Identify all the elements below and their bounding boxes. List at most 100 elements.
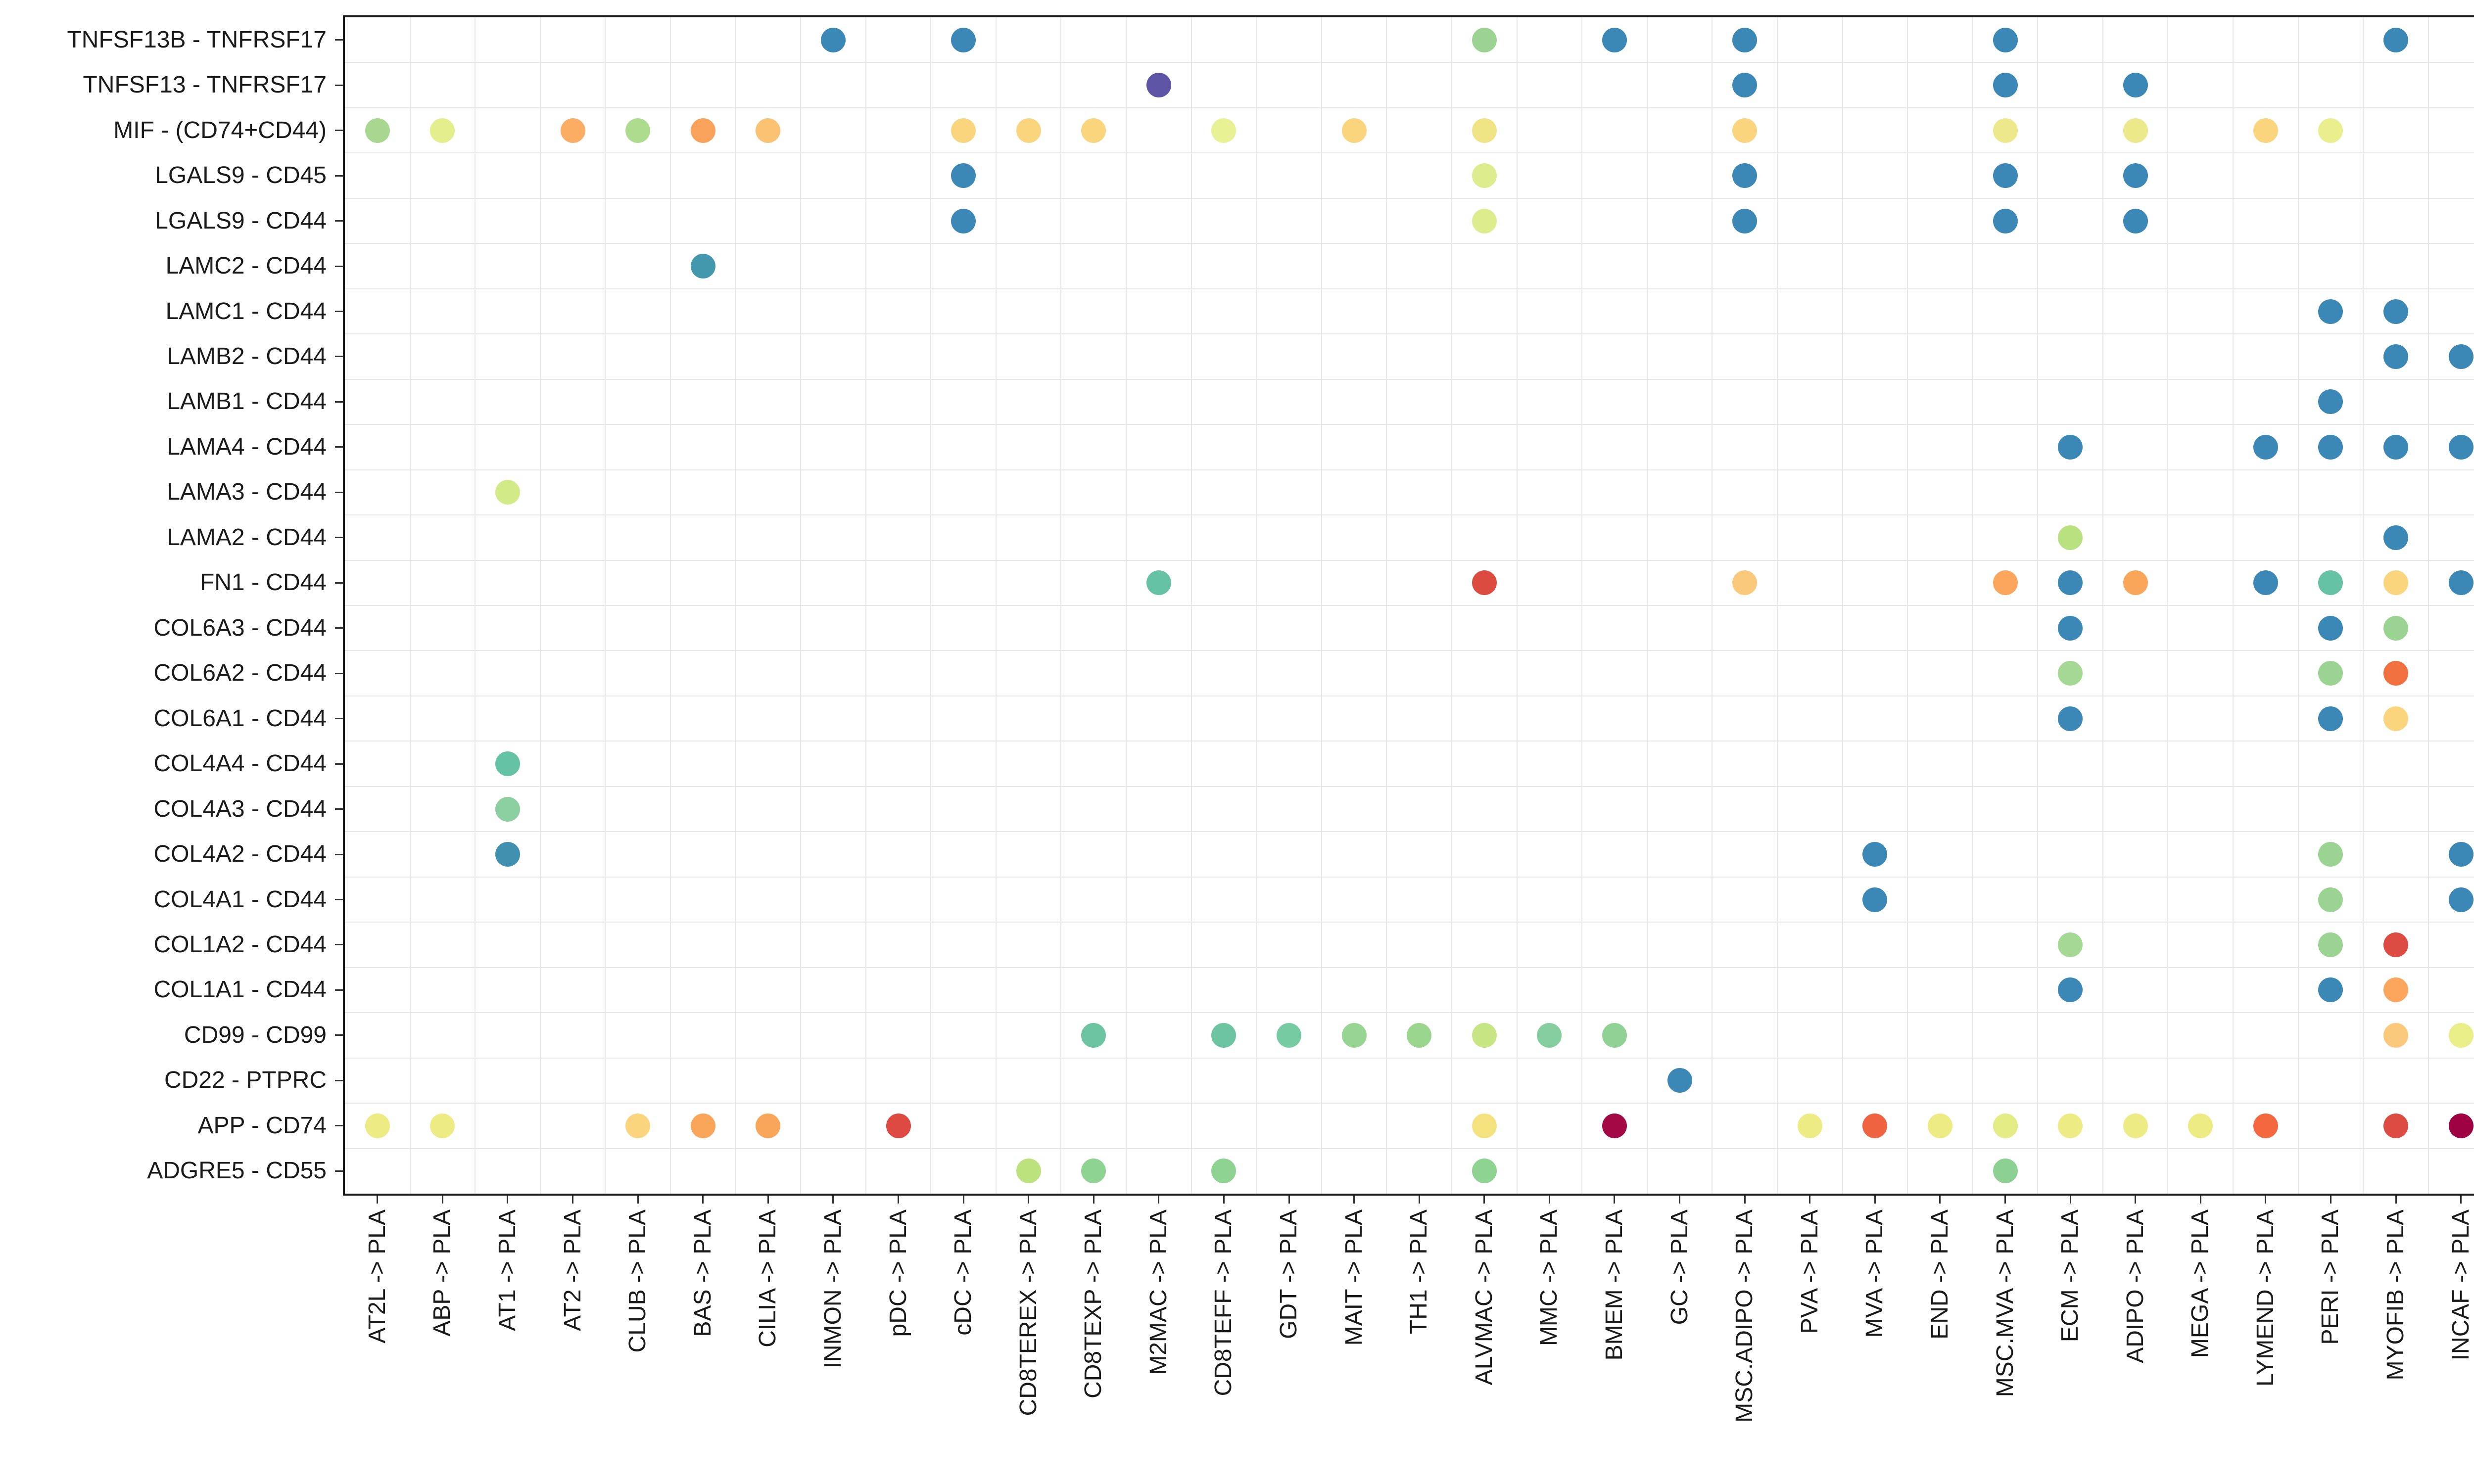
x-tick xyxy=(1744,1196,1746,1204)
data-point xyxy=(2448,434,2474,460)
data-point xyxy=(756,118,781,143)
data-point xyxy=(1602,1113,1627,1138)
data-point xyxy=(2448,842,2474,867)
y-axis-label: MIF - (CD74+CD44) xyxy=(113,117,327,143)
data-point xyxy=(1472,27,1497,52)
data-point xyxy=(560,118,585,143)
data-point xyxy=(2318,661,2343,686)
x-axis-label: INMON -> PLA xyxy=(819,1209,846,1369)
data-point xyxy=(2383,1022,2409,1048)
x-tick xyxy=(377,1196,379,1204)
x-axis-label: ALVMAC -> PLA xyxy=(1471,1209,1497,1386)
data-point xyxy=(1407,1022,1432,1048)
y-axis-label: COL6A1 - CD44 xyxy=(153,705,327,732)
gridline-horizontal xyxy=(345,514,2474,516)
y-axis-label: COL4A4 - CD44 xyxy=(153,750,327,777)
y-tick xyxy=(335,718,343,720)
data-point xyxy=(430,1113,455,1138)
y-axis-label: ADGRE5 - CD55 xyxy=(147,1158,327,1184)
y-tick xyxy=(335,808,343,810)
data-point xyxy=(951,27,976,52)
data-point xyxy=(1993,73,2018,98)
gridline-horizontal xyxy=(345,378,2474,380)
gridline-horizontal xyxy=(345,922,2474,923)
data-point xyxy=(690,254,715,279)
data-point xyxy=(1993,570,2018,596)
x-axis-label: CD8TEREX -> PLA xyxy=(1015,1209,1042,1416)
y-tick xyxy=(335,582,343,584)
x-tick xyxy=(507,1196,509,1204)
y-axis-label: LAMB2 - CD44 xyxy=(167,343,327,370)
data-point xyxy=(1602,27,1627,52)
data-point xyxy=(2383,299,2409,324)
data-point xyxy=(1472,1113,1497,1138)
x-tick xyxy=(1288,1196,1290,1204)
gridline-horizontal xyxy=(345,288,2474,289)
y-axis-label: COL4A1 - CD44 xyxy=(153,886,327,913)
y-axis-label: LGALS9 - CD44 xyxy=(155,207,327,234)
data-point xyxy=(1732,73,1758,98)
gridline-horizontal xyxy=(345,650,2474,651)
data-point xyxy=(1667,1068,1692,1093)
data-point xyxy=(625,1113,651,1138)
gridline-horizontal xyxy=(345,62,2474,63)
plot-panel xyxy=(343,15,2474,1196)
y-axis-label: FN1 - CD44 xyxy=(199,569,327,596)
y-tick xyxy=(335,1079,343,1081)
data-point xyxy=(2058,615,2083,641)
y-axis-label: LGALS9 - CD45 xyxy=(155,162,327,189)
data-point xyxy=(2253,1113,2278,1138)
x-tick xyxy=(1679,1196,1681,1204)
data-point xyxy=(495,480,520,505)
gridline-horizontal xyxy=(345,741,2474,742)
data-point xyxy=(430,118,455,143)
x-axis-label: LYMEND -> PLA xyxy=(2252,1209,2279,1387)
x-tick xyxy=(1614,1196,1616,1204)
y-tick xyxy=(335,130,343,132)
data-point xyxy=(2448,1022,2474,1048)
x-tick xyxy=(2004,1196,2006,1204)
data-point xyxy=(1732,27,1758,52)
x-axis-label: END -> PLA xyxy=(1926,1209,1953,1340)
x-axis-label: MSC.MVA -> PLA xyxy=(1992,1209,2018,1397)
y-axis-label: LAMA3 - CD44 xyxy=(167,479,327,506)
data-point xyxy=(690,118,715,143)
data-point xyxy=(495,796,520,822)
data-point xyxy=(2383,661,2409,686)
data-point xyxy=(2383,525,2409,550)
x-tick xyxy=(2265,1196,2267,1204)
data-point xyxy=(2123,118,2148,143)
data-point xyxy=(2318,389,2343,415)
gridline-horizontal xyxy=(345,605,2474,606)
x-tick xyxy=(1548,1196,1550,1204)
data-point xyxy=(2383,27,2409,52)
y-axis-label: COL6A3 - CD44 xyxy=(153,614,327,641)
gridline-horizontal xyxy=(345,1057,2474,1059)
x-axis-label: CD8TEFF -> PLA xyxy=(1210,1209,1237,1396)
x-axis-label: ECM -> PLA xyxy=(2057,1209,2084,1343)
gridline-horizontal xyxy=(345,786,2474,787)
data-point xyxy=(1537,1022,1562,1048)
gridline-horizontal xyxy=(345,876,2474,878)
x-tick xyxy=(898,1196,899,1204)
data-point xyxy=(1146,570,1171,596)
y-axis-label: COL6A2 - CD44 xyxy=(153,660,327,687)
x-tick xyxy=(441,1196,443,1204)
x-tick xyxy=(2199,1196,2201,1204)
x-axis-label: AT1 -> PLA xyxy=(494,1209,521,1331)
data-point xyxy=(2318,118,2343,143)
y-axis-label: TNFSF13B - TNFRSF17 xyxy=(67,26,327,53)
x-tick xyxy=(1483,1196,1485,1204)
x-axis-label: MMC -> PLA xyxy=(1536,1209,1563,1346)
data-point xyxy=(2058,977,2083,1003)
y-axis-label: APP - CD74 xyxy=(197,1112,327,1139)
y-tick xyxy=(335,763,343,765)
x-axis-label: MSC.ADIPO -> PLA xyxy=(1731,1209,1758,1423)
y-axis-label: LAMC1 - CD44 xyxy=(165,298,327,325)
x-tick xyxy=(1028,1196,1030,1204)
gridline-horizontal xyxy=(345,333,2474,335)
data-point xyxy=(1797,1113,1822,1138)
data-point xyxy=(2123,570,2148,596)
data-point xyxy=(2253,570,2278,596)
data-point xyxy=(495,842,520,867)
